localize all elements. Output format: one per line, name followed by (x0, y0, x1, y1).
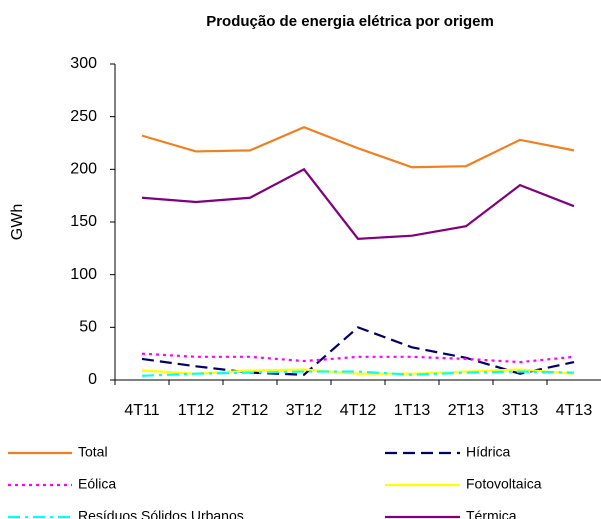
series-line (141, 352, 575, 364)
chart-title: Produção de energia elétrica por origem (206, 13, 494, 30)
legend-label: Eólica (78, 476, 116, 492)
x-tick-label: 3T12 (286, 402, 323, 419)
series-line (141, 370, 575, 377)
y-tick-label: 300 (70, 55, 97, 72)
x-tick-label: 1T12 (178, 402, 215, 419)
series-line (141, 368, 575, 375)
y-tick-label: 100 (70, 266, 97, 283)
y-tick-label: 50 (79, 319, 97, 336)
x-tick-label: 2T13 (448, 402, 485, 419)
x-tick-label: 1T13 (394, 402, 431, 419)
legend-label: Resíduos Sólidos Urbanos (78, 508, 244, 519)
y-axis-label: GWh (9, 204, 26, 240)
y-tick-label: 150 (70, 213, 97, 230)
x-tick-label: 4T11 (124, 402, 159, 419)
legend-label: Térmica (466, 508, 517, 519)
x-tick-label: 4T12 (340, 402, 377, 419)
x-tick-label: 4T13 (556, 402, 593, 419)
legend-label: Fotovoltaica (466, 476, 542, 492)
series-line (141, 326, 575, 376)
series-line (141, 167, 575, 240)
series-line (141, 126, 575, 169)
legend-label: Hídrica (466, 444, 511, 460)
y-tick-label: 200 (70, 161, 97, 178)
x-tick-label: 3T13 (502, 402, 539, 419)
y-tick-label: 250 (70, 108, 97, 125)
x-tick-label: 2T12 (232, 402, 269, 419)
legend-label: Total (78, 444, 108, 460)
y-tick-label: 0 (88, 371, 97, 388)
